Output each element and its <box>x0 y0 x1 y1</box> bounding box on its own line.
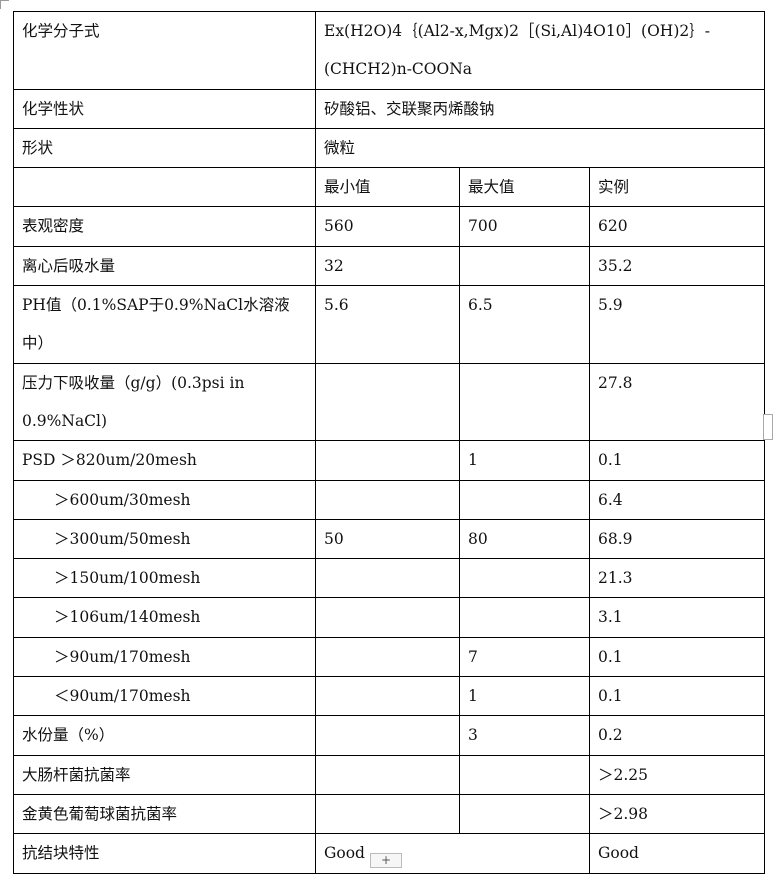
row-label-cell[interactable]: 金黄色葡萄球菌抗菌率 <box>13 793 316 835</box>
table-row: ＞90um/170mesh 7 0.1 <box>13 636 766 678</box>
example-cell[interactable]: 0.2 <box>588 715 766 756</box>
max-cell[interactable]: 700 <box>459 206 590 247</box>
max-cell[interactable] <box>459 793 590 835</box>
row-label-cell[interactable]: 离心后吸水量 <box>13 245 316 287</box>
table-resize-handle[interactable] <box>763 414 773 440</box>
table-row: ＜90um/170mesh 1 0.1 <box>13 676 766 717</box>
min-cell[interactable] <box>315 793 460 835</box>
example-cell[interactable]: 620 <box>588 206 766 247</box>
min-cell[interactable]: 5.6 <box>315 285 460 364</box>
properties-table: 化学分子式 Ex(H2O)4｛(Al2-x,Mgx)2［(Si,Al)4O10］(… <box>13 11 766 874</box>
table-row: 水份量（%） 3 0.2 <box>13 715 766 756</box>
min-cell[interactable] <box>315 440 460 481</box>
min-cell[interactable]: 50 <box>315 518 460 560</box>
max-cell[interactable] <box>459 597 590 638</box>
min-cell[interactable]: 最小值 <box>315 167 460 208</box>
table-row: 化学性状 矽酸铝、交联聚丙烯酸钠 <box>13 88 766 129</box>
table-row: ＞106um/140mesh 3.1 <box>13 597 766 638</box>
table-row: 金黄色葡萄球菌抗菌率 ＞2.98 <box>13 793 766 835</box>
example-cell[interactable]: ＞2.98 <box>588 793 766 835</box>
table-row: PH值（0.1%SAP于0.9%NaCl水溶液中） 5.6 6.5 5.9 <box>13 285 766 364</box>
example-cell[interactable]: 5.9 <box>588 285 766 364</box>
example-cell[interactable]: 0.1 <box>588 636 766 678</box>
row-label-cell[interactable]: PH值（0.1%SAP于0.9%NaCl水溶液中） <box>13 285 316 364</box>
min-cell[interactable] <box>315 479 460 520</box>
min-cell[interactable] <box>315 636 460 678</box>
value-cell[interactable]: 微粒 <box>314 127 766 169</box>
table-row: 表观密度 560 700 620 <box>13 206 766 247</box>
table-row: 离心后吸水量 32 35.2 <box>13 245 766 287</box>
row-label-cell[interactable]: 水份量（%） <box>13 715 316 756</box>
row-label-cell[interactable]: ＜90um/170mesh <box>13 676 316 717</box>
table-row: PSD ＞820um/20mesh 1 0.1 <box>13 440 766 481</box>
row-label-cell[interactable]: ＞90um/170mesh <box>13 636 316 678</box>
max-cell[interactable]: 1 <box>459 440 590 481</box>
table-row: 大肠杆菌抗菌率 ＞2.25 <box>13 754 766 795</box>
row-label-cell[interactable]: ＞150um/100mesh <box>13 558 316 599</box>
row-label-cell[interactable]: 化学性状 <box>13 88 316 129</box>
min-cell[interactable] <box>315 754 460 795</box>
row-label-cell[interactable]: 化学分子式 <box>13 11 316 90</box>
example-cell[interactable]: 27.8 <box>588 362 766 442</box>
value-cell[interactable]: 矽酸铝、交联聚丙烯酸钠 <box>314 88 766 129</box>
example-cell[interactable]: 3.1 <box>588 597 766 638</box>
example-cell[interactable]: 6.4 <box>588 479 766 520</box>
row-label-cell[interactable]: 抗结块特性 <box>13 833 316 874</box>
example-cell[interactable]: 68.9 <box>588 518 766 560</box>
value-cell[interactable]: Ex(H2O)4｛(Al2-x,Mgx)2［(Si,Al)4O10］(OH)2｝… <box>314 11 766 90</box>
table-row: ＞150um/100mesh 21.3 <box>13 558 766 599</box>
example-cell[interactable]: 35.2 <box>588 245 766 287</box>
table-row: 化学分子式 Ex(H2O)4｛(Al2-x,Mgx)2［(Si,Al)4O10］(… <box>13 11 766 90</box>
example-cell[interactable]: 21.3 <box>588 558 766 599</box>
example-cell[interactable]: 0.1 <box>588 676 766 717</box>
max-cell[interactable]: 3 <box>459 715 590 756</box>
min-cell[interactable]: 32 <box>315 245 460 287</box>
row-label-cell[interactable]: 表观密度 <box>13 206 316 247</box>
max-cell[interactable] <box>459 245 590 287</box>
max-cell[interactable]: 1 <box>459 676 590 717</box>
max-cell[interactable] <box>459 558 590 599</box>
min-cell[interactable] <box>315 558 460 599</box>
table-row: ＞600um/30mesh 6.4 <box>13 479 766 520</box>
row-label-cell[interactable]: ＞300um/50mesh <box>13 518 316 560</box>
max-cell[interactable]: 最大值 <box>459 167 590 208</box>
table-row: 最小值 最大值 实例 <box>13 167 766 208</box>
table-move-handle[interactable] <box>0 0 9 9</box>
row-label-cell[interactable]: ＞106um/140mesh <box>13 597 316 638</box>
row-label-cell[interactable]: ＞600um/30mesh <box>13 479 316 520</box>
row-label-cell[interactable] <box>13 167 316 208</box>
min-cell[interactable] <box>315 676 460 717</box>
example-cell[interactable]: ＞2.25 <box>588 754 766 795</box>
table-row: ＞300um/50mesh 50 80 68.9 <box>13 518 766 560</box>
min-cell[interactable]: 560 <box>315 206 460 247</box>
min-cell[interactable] <box>315 362 460 442</box>
max-cell[interactable] <box>459 479 590 520</box>
max-cell[interactable] <box>459 362 590 442</box>
row-label-cell[interactable]: 大肠杆菌抗菌率 <box>13 754 316 795</box>
row-label-cell[interactable]: PSD ＞820um/20mesh <box>13 440 316 481</box>
min-cell[interactable]: Good <box>315 833 590 874</box>
max-cell[interactable]: 80 <box>459 518 590 560</box>
max-cell[interactable] <box>459 754 590 795</box>
min-cell[interactable] <box>315 597 460 638</box>
example-cell[interactable]: Good <box>588 833 766 874</box>
max-cell[interactable]: 7 <box>459 636 590 678</box>
min-cell[interactable] <box>315 715 460 756</box>
table-row: 压力下吸收量（g/g）(0.3psi in 0.9%NaCl) 27.8 <box>13 362 766 442</box>
max-cell[interactable]: 6.5 <box>459 285 590 364</box>
example-cell[interactable]: 0.1 <box>588 440 766 481</box>
table-row: 形状 微粒 <box>13 127 766 169</box>
example-cell[interactable]: 实例 <box>588 167 766 208</box>
row-label-cell[interactable]: 压力下吸收量（g/g）(0.3psi in 0.9%NaCl) <box>13 362 316 442</box>
row-label-cell[interactable]: 形状 <box>13 127 316 169</box>
